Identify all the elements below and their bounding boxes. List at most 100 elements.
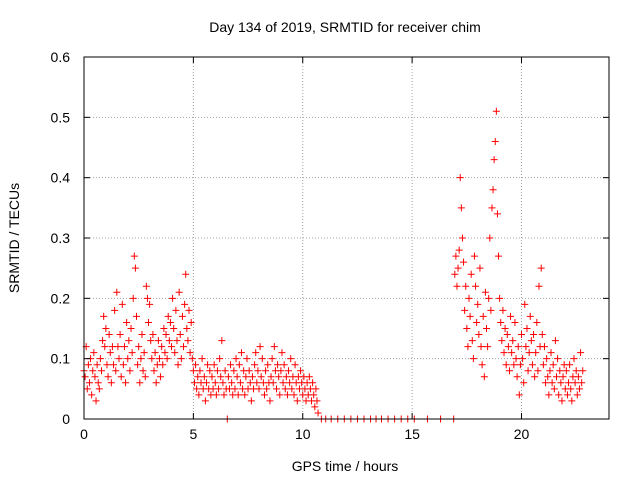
y-axis-label: SRMTID / TECUs (6, 183, 22, 293)
data-point (235, 361, 243, 369)
data-point (130, 252, 138, 260)
data-point (575, 385, 583, 393)
data-point (275, 373, 283, 381)
data-point (139, 367, 147, 375)
data-point (267, 373, 275, 381)
data-point (95, 385, 103, 393)
data-point (570, 355, 578, 363)
data-point (461, 306, 469, 314)
data-point (224, 373, 232, 381)
data-point (206, 367, 214, 375)
data-point (260, 391, 268, 399)
data-point (533, 318, 541, 326)
data-point (486, 234, 494, 242)
data-point (143, 294, 151, 302)
data-point (479, 312, 487, 320)
data-point (163, 355, 171, 363)
data-point (136, 379, 144, 387)
data-point (543, 355, 551, 363)
data-point (456, 174, 464, 182)
data-point (497, 318, 505, 326)
y-tick-label: 0.4 (51, 170, 71, 186)
data-point (466, 312, 474, 320)
data-point (165, 337, 173, 345)
data-point (534, 367, 542, 375)
data-point (473, 318, 481, 326)
data-point (155, 355, 163, 363)
data-point (148, 355, 156, 363)
data-point (93, 361, 101, 369)
data-point (145, 318, 153, 326)
data-point (463, 325, 471, 332)
data-point (489, 186, 497, 194)
data-point (547, 349, 555, 357)
data-point (189, 367, 197, 375)
data-point (171, 349, 179, 357)
data-point (551, 337, 559, 345)
data-point (483, 325, 490, 332)
data-point (528, 361, 536, 369)
data-point (527, 337, 535, 345)
data-point (472, 282, 480, 290)
data-point (507, 312, 515, 320)
data-point (232, 355, 240, 363)
data-point (474, 300, 482, 308)
data-point (285, 367, 293, 375)
data-point (201, 397, 209, 405)
data-point (125, 337, 133, 345)
data-point (484, 343, 492, 351)
data-point (501, 325, 509, 332)
data-point (511, 318, 519, 326)
data-point (160, 325, 168, 332)
data-point (550, 385, 558, 393)
chart-title: Day 134 of 2019, SRMTID for receiver chi… (209, 19, 481, 35)
data-point (532, 349, 540, 357)
data-point (217, 373, 225, 381)
data-point (563, 391, 571, 399)
data-point (492, 107, 500, 115)
data-point (544, 373, 552, 381)
data-point (101, 343, 109, 351)
data-point (314, 409, 322, 417)
data-point (451, 270, 459, 278)
data-point (100, 312, 108, 320)
data-point (273, 385, 280, 393)
data-point (182, 270, 190, 278)
y-tick-label: 0.5 (51, 109, 71, 125)
y-tick-labels: 0 0.1 0.2 0.3 0.4 0.5 0.6 (51, 49, 71, 427)
data-point (490, 156, 498, 164)
x-tick-labels: 0 5 10 15 20 (80, 426, 529, 442)
data-point (480, 373, 488, 381)
data-point (469, 355, 477, 363)
data-point (89, 367, 97, 375)
data-point (566, 361, 574, 369)
data-point (194, 373, 202, 381)
data-point (126, 367, 134, 375)
data-point (162, 331, 170, 339)
data-point (504, 343, 512, 351)
data-point (478, 361, 486, 369)
data-point (287, 355, 295, 363)
data-point (180, 343, 188, 351)
data-point (277, 367, 285, 375)
data-point (509, 337, 517, 345)
data-point (186, 349, 194, 357)
data-point (476, 264, 484, 272)
data-point (188, 355, 196, 363)
data-point (470, 252, 478, 260)
data-point (558, 397, 566, 405)
data-point (104, 373, 112, 381)
data-point (513, 373, 521, 381)
data-point (124, 355, 132, 363)
data-point (555, 391, 563, 399)
data-point (211, 379, 219, 387)
data-point (458, 234, 466, 242)
data-point (221, 367, 229, 375)
data-point (218, 337, 226, 345)
data-point (195, 391, 203, 399)
data-point (545, 391, 553, 399)
data-point (477, 343, 485, 351)
data-point (176, 331, 184, 339)
data-point (157, 373, 165, 381)
data-point (468, 337, 476, 345)
